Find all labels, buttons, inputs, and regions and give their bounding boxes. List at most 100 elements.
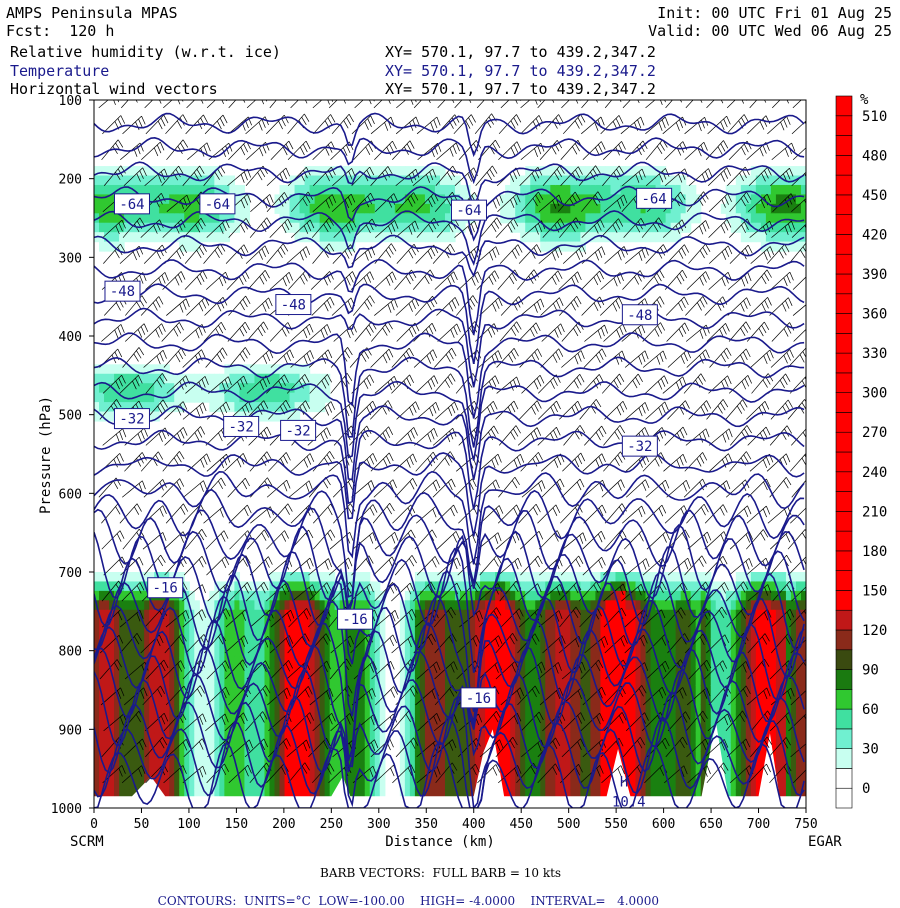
rh-cell xyxy=(354,779,361,790)
rh-cell xyxy=(444,213,451,224)
rh-cell xyxy=(635,685,642,696)
rh-cell xyxy=(299,789,306,800)
field-wind-name: Horizontal wind vectors xyxy=(10,80,218,98)
rh-cell xyxy=(750,751,757,762)
wind-barb-flag xyxy=(226,90,230,98)
rh-cell xyxy=(329,789,336,800)
rh-cell xyxy=(429,647,436,658)
rh-cell xyxy=(695,581,702,592)
rh-cell xyxy=(169,675,175,686)
rh-cell xyxy=(775,723,782,734)
rh-cell xyxy=(665,656,672,667)
rh-cell xyxy=(710,704,717,715)
rh-cell xyxy=(324,694,331,705)
rh-cell xyxy=(530,751,536,762)
rh-cell xyxy=(119,213,125,224)
rh-cell xyxy=(555,600,561,611)
rh-cell xyxy=(234,373,241,384)
rh-cell xyxy=(630,581,637,592)
rh-cell xyxy=(419,166,426,177)
rh-cell xyxy=(104,392,110,403)
rh-cell xyxy=(605,166,612,177)
rh-cell xyxy=(129,713,135,724)
rh-cell xyxy=(555,232,561,243)
rh-cell xyxy=(129,656,135,667)
rh-cell xyxy=(575,647,581,658)
rh-cell xyxy=(269,704,276,715)
rh-cell xyxy=(404,184,411,195)
rh-cell xyxy=(695,675,702,686)
rh-cell xyxy=(655,770,662,781)
rh-cell xyxy=(444,770,451,781)
rh-cell xyxy=(304,600,311,611)
rh-cell xyxy=(374,628,381,639)
rh-cell xyxy=(154,194,160,205)
rh-cell xyxy=(745,751,752,762)
rh-cell xyxy=(640,581,647,592)
wind-barb-flag xyxy=(389,143,394,153)
rh-cell xyxy=(700,713,707,724)
rh-cell xyxy=(680,751,687,762)
rh-cell xyxy=(745,789,752,800)
rh-cell xyxy=(94,713,100,724)
rh-cell xyxy=(655,203,662,214)
rh-cell xyxy=(254,656,261,667)
rh-cell xyxy=(675,647,682,658)
wind-barb-flag xyxy=(222,114,228,124)
rh-cell xyxy=(139,638,145,649)
rh-cell xyxy=(790,741,797,752)
rh-cell xyxy=(204,213,210,224)
rh-cell xyxy=(379,675,386,686)
rh-cell xyxy=(159,184,165,195)
rh-cell xyxy=(535,175,541,186)
rh-cell xyxy=(264,392,271,403)
rh-cell xyxy=(510,694,516,705)
rh-cell xyxy=(555,779,561,790)
rh-cell xyxy=(540,638,546,649)
rh-cell xyxy=(234,666,241,677)
rh-cell xyxy=(690,704,697,715)
rh-cell xyxy=(284,402,291,413)
rh-cell xyxy=(374,166,381,177)
rh-cell xyxy=(655,600,662,611)
rh-cell xyxy=(765,166,772,177)
rh-cell xyxy=(224,402,230,413)
rh-cell xyxy=(760,694,767,705)
rh-cell xyxy=(740,213,747,224)
rh-cell xyxy=(144,364,150,375)
rh-cell xyxy=(179,656,185,667)
rh-cell xyxy=(114,241,120,252)
rh-cell xyxy=(610,194,617,205)
rh-cell xyxy=(610,581,617,592)
rh-cell xyxy=(214,770,220,781)
rh-cell xyxy=(455,590,461,601)
rh-cell xyxy=(194,751,200,762)
rh-cell xyxy=(690,723,697,734)
rh-cell xyxy=(364,751,371,762)
rh-cell xyxy=(580,222,586,233)
rh-cell xyxy=(389,213,396,224)
rh-cell xyxy=(585,685,591,696)
wind-barb-flag xyxy=(660,100,663,105)
rh-cell xyxy=(520,789,526,800)
rh-cell xyxy=(735,779,742,790)
rh-cell xyxy=(545,203,551,214)
rh-cell xyxy=(319,194,326,205)
rh-cell xyxy=(780,751,787,762)
rh-cell xyxy=(455,619,461,630)
rh-cell xyxy=(279,194,286,205)
rh-cell xyxy=(570,590,576,601)
rh-cell xyxy=(610,656,617,667)
rh-cell xyxy=(124,572,130,583)
rh-cell xyxy=(750,741,757,752)
rh-cell xyxy=(379,232,386,243)
rh-cell xyxy=(555,694,561,705)
rh-cell xyxy=(555,675,561,686)
rh-cell xyxy=(775,779,782,790)
rh-cell xyxy=(219,609,225,620)
rh-cell xyxy=(319,402,326,413)
rh-cell xyxy=(470,590,476,601)
rh-cell xyxy=(480,609,486,620)
rh-cell xyxy=(304,581,311,592)
rh-cell xyxy=(289,779,296,790)
